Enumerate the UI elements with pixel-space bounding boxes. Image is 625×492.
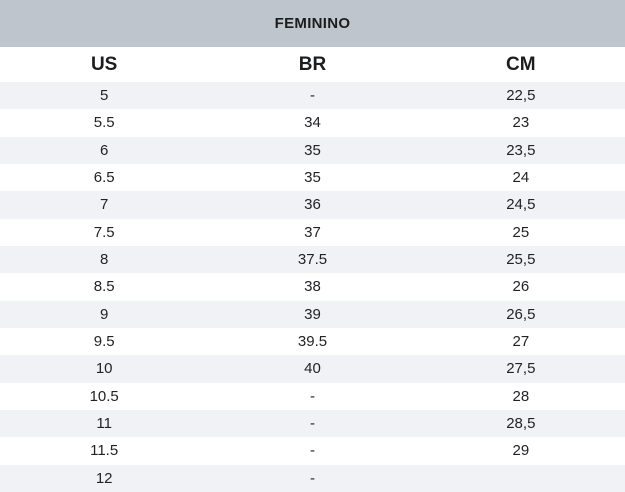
table-row: 5.5 34 23 [0, 109, 625, 137]
cm-cell [417, 465, 625, 492]
us-cell: 11 [96, 415, 112, 433]
table-row: 10.5 - 28 [0, 382, 625, 410]
cm-cell: 26,5 [506, 305, 536, 323]
table-row: 5 - 22,5 [0, 82, 625, 110]
table-row: 11 - 28,5 [0, 409, 625, 438]
table-title-band: FEMININO [0, 0, 625, 47]
br-cell: 35 [304, 169, 321, 187]
us-cell: 5.5 [93, 114, 115, 132]
table-row: 8 37.5 25,5 [0, 245, 625, 274]
table-title: FEMININO [274, 15, 351, 32]
us-cell: 8.5 [93, 278, 115, 296]
br-cell: - [309, 87, 315, 105]
table-row: 9.5 39.5 27 [0, 327, 625, 356]
br-cell: 39.5 [297, 333, 328, 351]
table-row: 6.5 35 24 [0, 163, 625, 192]
cm-cell: 25 [512, 223, 530, 241]
cm-cell: 27 [512, 333, 530, 351]
us-cell: 5 [99, 87, 109, 105]
table-row: 9 39 26,5 [0, 300, 625, 328]
us-cell: 6.5 [93, 169, 115, 187]
br-cell: 38 [304, 278, 321, 296]
cm-cell: 23 [512, 114, 530, 132]
us-cell: 9 [99, 305, 109, 323]
column-header-us: US [0, 47, 209, 82]
cm-cell: 25,5 [506, 251, 536, 269]
table-row: 6 35 23,5 [0, 136, 625, 164]
table-row: 8.5 38 26 [0, 273, 625, 301]
us-cell: 10 [95, 360, 113, 378]
br-cell: - [309, 415, 315, 433]
table-row: 11.5 - 29 [0, 437, 625, 465]
cm-cell: 24 [512, 169, 530, 187]
br-cell: - [309, 442, 315, 460]
table-row: 10 40 27,5 [0, 355, 625, 383]
br-cell: 37.5 [297, 251, 328, 269]
br-cell: 37 [304, 223, 321, 241]
table-row: 12 - [0, 464, 625, 492]
size-conversion-table: US BR CM 5 - 22,5 5.5 34 23 6 35 23,5 6.5 35 24 7 36 2… [0, 47, 625, 492]
us-cell: 7.5 [93, 223, 115, 241]
cm-cell: 23,5 [506, 141, 536, 159]
br-cell: 39 [304, 305, 321, 323]
cm-cell: 27,5 [506, 360, 536, 378]
cm-cell: 28,5 [506, 415, 536, 433]
us-cell: 6 [99, 141, 109, 159]
header-row: US BR CM [0, 47, 625, 82]
size-table-body: 5 - 22,5 5.5 34 23 6 35 23,5 6.5 35 24 7 36 24,5 7.5 37 2… [0, 82, 625, 492]
cm-cell: 26 [512, 278, 530, 296]
br-cell: 34 [304, 114, 321, 132]
br-cell: - [309, 387, 315, 405]
us-cell: 12 [95, 469, 113, 487]
br-cell: 35 [304, 141, 321, 159]
cm-cell: 29 [512, 442, 530, 460]
br-cell: 36 [304, 196, 321, 214]
table-row: 7.5 37 25 [0, 218, 625, 246]
column-header-cm: CM [416, 47, 625, 82]
table-header: US BR CM [0, 47, 625, 82]
us-cell: 9.5 [93, 333, 115, 351]
cm-cell: 24,5 [506, 196, 536, 214]
us-cell: 11.5 [90, 442, 119, 460]
us-cell: 8 [99, 251, 109, 269]
br-cell: 40 [304, 360, 321, 378]
table-row: 7 36 24,5 [0, 191, 625, 219]
cm-cell: 28 [512, 387, 530, 405]
cm-cell: 22,5 [506, 87, 536, 105]
br-cell: - [309, 469, 315, 487]
us-cell: 10.5 [89, 387, 119, 405]
column-header-br: BR [208, 47, 417, 82]
us-cell: 7 [99, 196, 109, 214]
